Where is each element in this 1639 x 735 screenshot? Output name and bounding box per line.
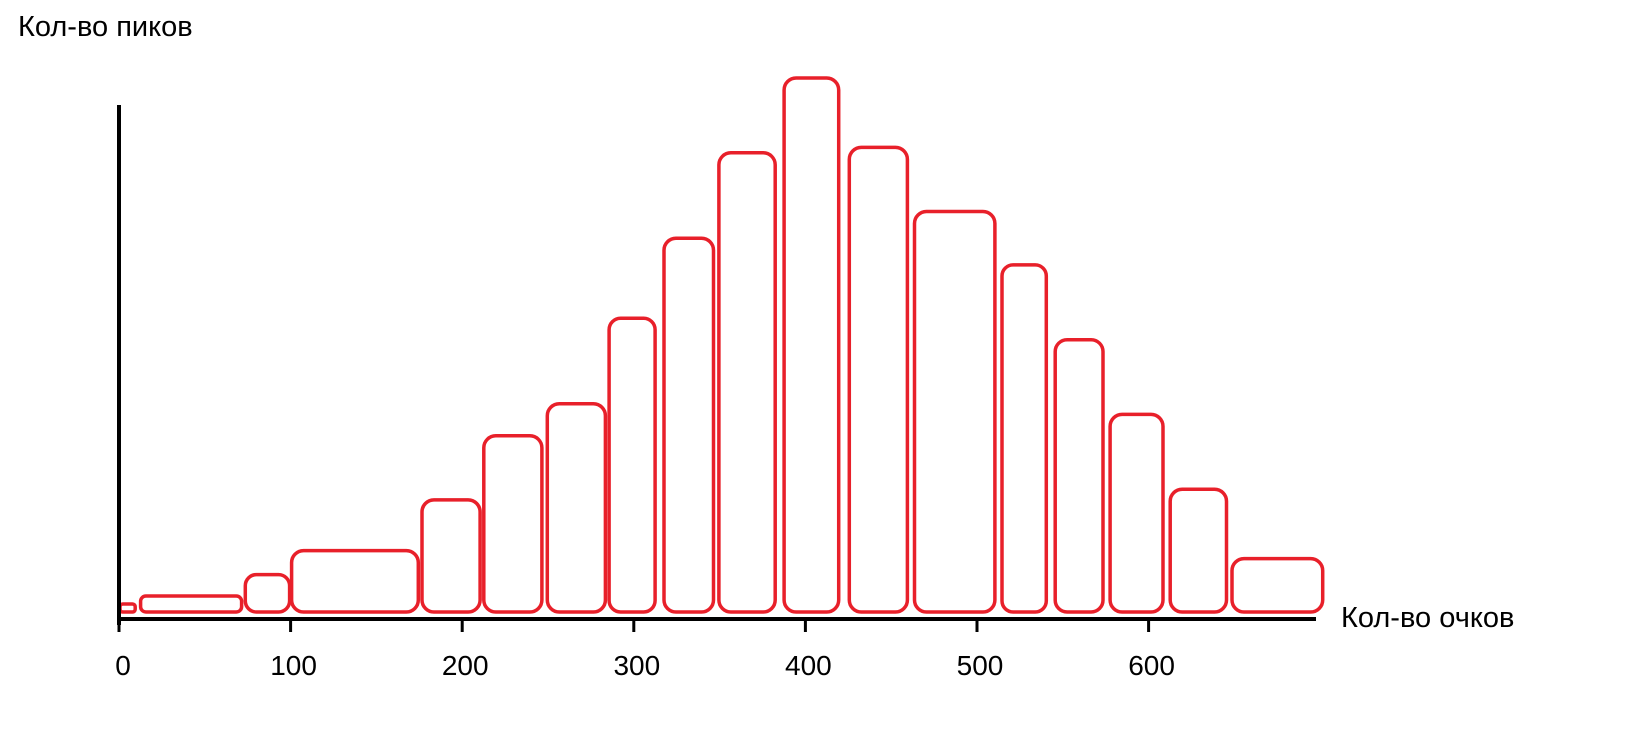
x-tick-label-100: 100 — [270, 650, 317, 681]
x-axis-label: Кол-во очков — [1341, 602, 1514, 634]
bar-12 — [847, 145, 910, 614]
bar-7 — [545, 401, 608, 614]
bar-10 — [717, 151, 777, 614]
bar-9 — [662, 236, 716, 614]
bar-15 — [1053, 337, 1105, 614]
x-tick-label-200: 200 — [442, 650, 489, 681]
bar-11 — [782, 76, 841, 614]
bar-8 — [607, 316, 657, 614]
bar-1 — [118, 602, 137, 614]
bar-13 — [912, 209, 997, 614]
x-tick-label-400: 400 — [785, 650, 832, 681]
bar-18 — [1230, 556, 1325, 614]
bars-group — [118, 76, 1325, 614]
bar-16 — [1108, 412, 1165, 614]
x-tick-label-0: 0 — [115, 650, 131, 681]
y-axis-label: Кол-во пиков — [18, 11, 193, 43]
bar-3 — [243, 572, 292, 614]
x-ticks-group: 0 100 200 300 400 500 600 — [115, 619, 1175, 681]
x-tick-label-500: 500 — [957, 650, 1004, 681]
x-tick-label-300: 300 — [613, 650, 660, 681]
bar-5 — [420, 498, 482, 614]
bar-2 — [138, 594, 244, 614]
bar-17 — [1168, 487, 1229, 614]
bar-4 — [289, 548, 421, 614]
bar-6 — [482, 434, 544, 614]
x-tick-label-600: 600 — [1128, 650, 1175, 681]
bar-14 — [1000, 263, 1049, 614]
